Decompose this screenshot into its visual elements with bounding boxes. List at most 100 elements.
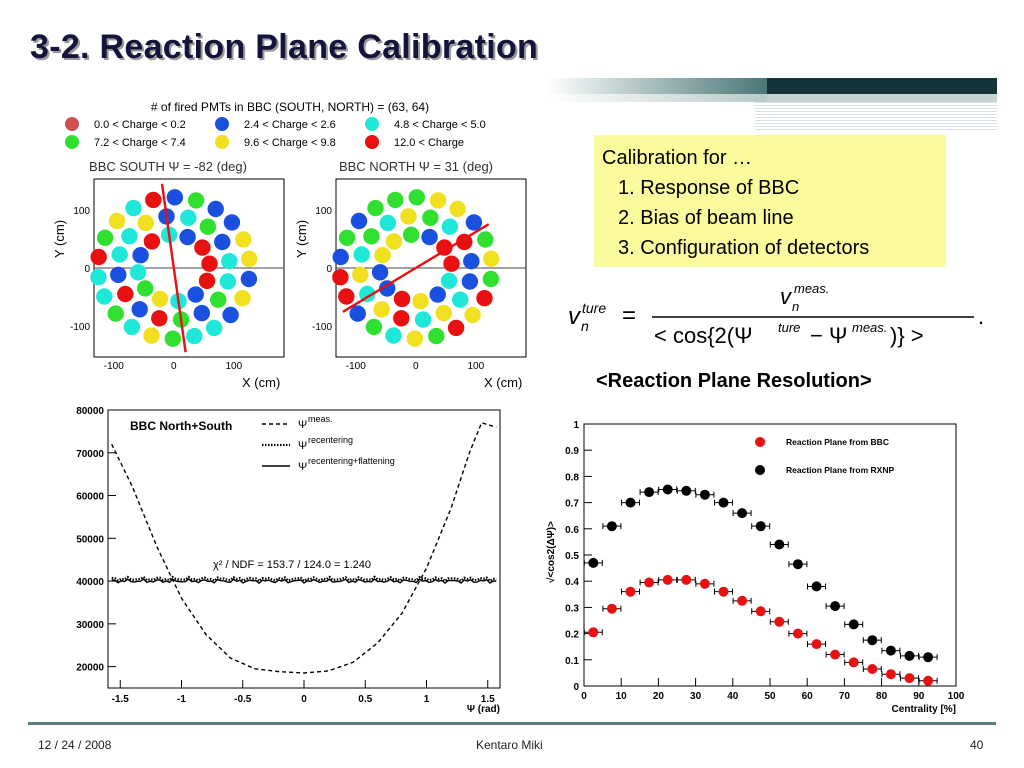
pmt-hit bbox=[332, 248, 349, 266]
pmt-hit bbox=[406, 330, 423, 347]
pmt-hit bbox=[137, 214, 154, 232]
y-tick-label: 0.4 bbox=[565, 577, 579, 588]
legend-marker bbox=[755, 437, 765, 447]
pmt-hit bbox=[365, 318, 383, 336]
bbc-hit-pattern-panel: # of fired PMTs in BBC (SOUTH, NORTH) = … bbox=[52, 100, 527, 390]
pmt-hit bbox=[350, 212, 368, 230]
series-line-dashed bbox=[111, 421, 497, 674]
pmt-hit bbox=[143, 327, 160, 344]
x-tick-label: 90 bbox=[913, 691, 925, 702]
pmt-hit bbox=[241, 250, 258, 267]
pmt-hit bbox=[428, 327, 445, 345]
pmt-hit bbox=[179, 228, 196, 246]
pmt-hit bbox=[234, 290, 251, 307]
series-line-solid bbox=[111, 578, 497, 585]
pmt-hit bbox=[353, 246, 370, 263]
pmt-hit bbox=[96, 288, 113, 305]
pmt-hit bbox=[180, 209, 197, 226]
pmt-hit bbox=[338, 229, 356, 246]
x-tick-label: 0 bbox=[581, 691, 587, 702]
pmt-hit bbox=[90, 248, 107, 266]
data-point bbox=[662, 484, 673, 495]
data-point bbox=[923, 652, 934, 663]
data-point bbox=[792, 628, 803, 639]
legend-marker bbox=[215, 117, 229, 131]
y-tick-label: 100 bbox=[73, 206, 90, 217]
pmt-hit bbox=[393, 310, 410, 327]
header-band-light-gradient bbox=[547, 94, 767, 102]
series-line-dotted bbox=[111, 575, 497, 583]
data-point bbox=[625, 497, 636, 508]
pmt-hit bbox=[443, 255, 460, 272]
pmt-hit bbox=[373, 301, 390, 318]
svg-text:n: n bbox=[581, 318, 589, 334]
svg-text:.: . bbox=[978, 304, 984, 329]
x-tick-label: -1 bbox=[177, 694, 186, 705]
x-tick-label: 70 bbox=[839, 691, 851, 702]
resolution-ylabel: √<cos2(ΔΨ)> bbox=[546, 521, 557, 583]
pmt-hit bbox=[464, 306, 481, 324]
pmt-hit bbox=[205, 319, 223, 337]
legend-label: Reaction Plane from BBC bbox=[786, 437, 889, 447]
pmt-hit bbox=[96, 229, 114, 246]
pmt-hit bbox=[429, 192, 447, 209]
pmt-hit bbox=[194, 239, 211, 256]
x-tick-label: 100 bbox=[467, 361, 484, 372]
data-point bbox=[737, 508, 748, 519]
x-tick-label: 30 bbox=[690, 691, 702, 702]
legend-label: Reaction Plane from RXNP bbox=[786, 465, 894, 475]
data-point bbox=[718, 497, 729, 508]
data-point bbox=[625, 586, 636, 597]
y-tick-label: 0.7 bbox=[565, 499, 579, 510]
pmt-hit bbox=[123, 318, 141, 336]
data-point bbox=[885, 669, 896, 680]
pmt-hit bbox=[422, 209, 439, 226]
x-tick-label: 0 bbox=[171, 361, 177, 372]
legend-marker bbox=[215, 135, 229, 149]
data-point bbox=[774, 539, 785, 550]
x-tick-label: 0.5 bbox=[358, 694, 372, 705]
svg-text:< cos{2(Ψ: < cos{2(Ψ bbox=[654, 323, 752, 348]
pmt-hit bbox=[436, 239, 453, 256]
y-tick-label: 80000 bbox=[76, 406, 104, 417]
psi-chart-title: BBC North+South bbox=[130, 419, 232, 433]
pmt-hit bbox=[137, 280, 154, 297]
bbc-legend: 0.0 < Charge < 0.2 2.4 < Charge < 2.6 4.8 … bbox=[65, 117, 486, 149]
pmt-hit bbox=[117, 285, 134, 303]
x-tick-label: -0.5 bbox=[234, 694, 252, 705]
data-point bbox=[718, 586, 729, 597]
y-axis-label: Y (cm) bbox=[294, 220, 309, 258]
x-tick-label: 80 bbox=[876, 691, 888, 702]
legend-label: 9.6 < Charge < 9.8 bbox=[244, 137, 336, 149]
data-point bbox=[644, 577, 655, 588]
y-tick-label: 0.1 bbox=[565, 656, 579, 667]
x-tick-label: 40 bbox=[727, 691, 739, 702]
x-tick-label: 100 bbox=[948, 691, 965, 702]
y-tick-label: 0.3 bbox=[565, 603, 579, 614]
pmt-hit bbox=[166, 189, 183, 206]
pmt-hit bbox=[414, 311, 432, 328]
pmt-hit bbox=[132, 247, 149, 264]
svg-text:meas.: meas. bbox=[794, 281, 829, 296]
y-tick-label: 0.2 bbox=[565, 630, 579, 641]
pmt-hit bbox=[400, 208, 417, 225]
svg-text:ture: ture bbox=[778, 320, 800, 335]
x-tick-label: 100 bbox=[225, 361, 242, 372]
legend-label: recentering+flattening bbox=[308, 456, 395, 466]
header-band-thin bbox=[755, 102, 997, 130]
pmt-hit bbox=[187, 286, 204, 303]
slide-title: 3-2. Reaction Plane Calibration bbox=[30, 28, 539, 66]
pmt-hit bbox=[151, 290, 169, 308]
y-tick-label: 100 bbox=[315, 206, 332, 217]
y-tick-label: 60000 bbox=[76, 492, 104, 503]
callout-item-3: 3. Configuration of detectors bbox=[618, 237, 870, 259]
legend-label: 7.2 < Charge < 7.4 bbox=[94, 137, 186, 149]
x-tick-label: 50 bbox=[764, 691, 776, 702]
footer-author: Kentaro Miki bbox=[476, 738, 543, 752]
pmt-hit bbox=[421, 228, 438, 246]
pmt-hit bbox=[393, 290, 411, 308]
pmt-hit bbox=[461, 273, 479, 290]
data-point bbox=[755, 606, 766, 617]
y-tick-label: 0 bbox=[84, 264, 90, 275]
data-point bbox=[681, 485, 692, 496]
